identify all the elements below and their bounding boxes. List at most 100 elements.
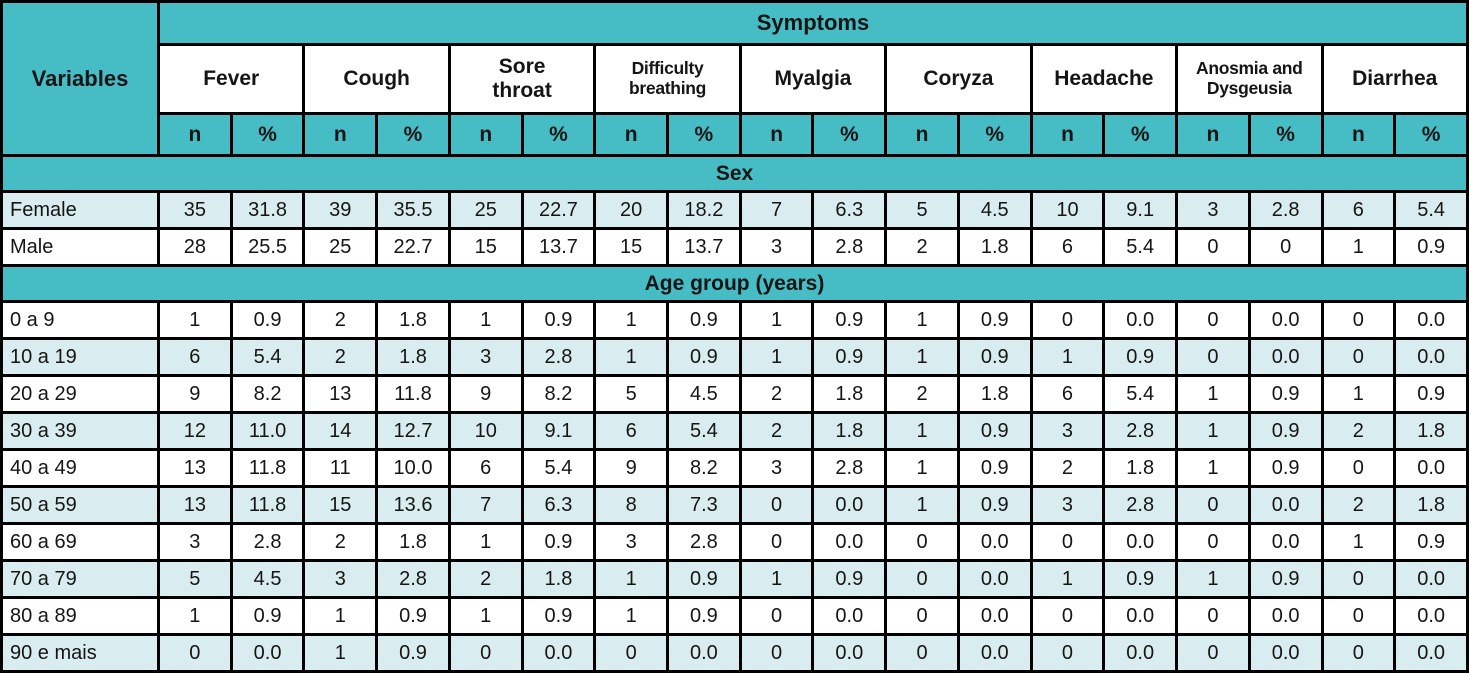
percent-cell: 0.0: [811, 596, 888, 636]
percent-cell: 0.0: [811, 522, 888, 562]
table-row: 30 a 39 12 11.0 14 12.7 10 9.1 6 5.4 2 1.8 1 0.9 3 2.8…: [0, 411, 1469, 451]
count-subheader: n: [1175, 112, 1251, 157]
count-cell: 2: [302, 522, 379, 562]
percent-cell: 0.9: [1102, 337, 1179, 377]
percent-cell: 0.0: [1102, 522, 1179, 562]
percent-cell: 18.2: [666, 190, 742, 230]
percent-cell: 0.0: [1393, 300, 1469, 340]
table-row: 0 a 9 1 0.9 2 1.8 1 0.9 1 0.9 1 0.9 1 0.9 0 0.0 0 0.0 0 0.…: [0, 300, 1469, 340]
count-cell: 9: [447, 374, 524, 414]
table-row: 80 a 89 1 0.9 1 0.9 1 0.9 1 0.9 0 0.0 0 0.0 0 0.0 0 0.0 0…: [0, 596, 1469, 636]
count-cell: 0: [1029, 633, 1106, 673]
row-label: 20 a 29: [0, 374, 160, 414]
percent-cell: 8.2: [666, 448, 742, 488]
percent-cell: 0.9: [956, 411, 1033, 451]
count-cell: 2: [884, 374, 960, 414]
count-cell: 13: [157, 448, 233, 488]
section-header: Age group (years): [0, 264, 1469, 303]
percent-cell: 0.9: [956, 448, 1033, 488]
symptom-column-header: Cough: [302, 43, 451, 115]
percent-cell: 0.9: [520, 596, 597, 636]
table-row: 50 a 59 13 11.8 15 13.6 7 6.3 8 7.3 0 0.0 1 0.9 3 2.8 0…: [0, 485, 1469, 525]
count-cell: 2: [302, 300, 379, 340]
count-cell: 10: [1029, 190, 1106, 230]
percent-cell: 6.3: [811, 190, 888, 230]
percent-cell: 0: [1247, 227, 1324, 267]
count-subheader: n: [1029, 112, 1106, 157]
count-cell: 0: [1320, 559, 1397, 599]
percent-cell: 0.0: [956, 596, 1033, 636]
table-row: Male 28 25.5 25 22.7 15 13.7 15 13.7 3 2.8 2 1.8 6 5.4…: [0, 227, 1469, 267]
percent-cell: 4.5: [666, 374, 742, 414]
count-cell: 1: [1175, 559, 1251, 599]
percent-cell: 0.0: [1393, 596, 1469, 636]
percent-cell: 0.9: [1393, 374, 1469, 414]
symptom-column-header: Fever: [156, 43, 306, 115]
count-cell: 5: [884, 190, 960, 230]
row-label: 50 a 59: [0, 485, 160, 525]
count-cell: 1: [593, 337, 670, 377]
count-subheader: n: [738, 112, 815, 157]
count-cell: 39: [302, 190, 379, 230]
count-cell: 3: [1029, 411, 1106, 451]
percent-cell: 0.9: [666, 559, 742, 599]
count-cell: 6: [1029, 227, 1106, 267]
percent-cell: 0.0: [666, 633, 742, 673]
count-subheader: n: [302, 112, 379, 157]
percent-cell: 0.0: [229, 633, 306, 673]
percent-subheader: %: [229, 112, 306, 157]
count-cell: 0: [447, 633, 524, 673]
count-subheader: n: [1320, 112, 1397, 157]
count-cell: 1: [157, 596, 233, 636]
percent-cell: 13.7: [520, 227, 597, 267]
count-cell: 7: [738, 190, 815, 230]
count-cell: 3: [1175, 190, 1251, 230]
count-cell: 0: [884, 559, 960, 599]
count-cell: 0: [1320, 596, 1397, 636]
percent-cell: 2.8: [811, 227, 888, 267]
count-cell: 2: [738, 411, 815, 451]
percent-cell: 9.1: [1102, 190, 1179, 230]
count-cell: 1: [1320, 227, 1397, 267]
percent-cell: 0.9: [520, 522, 597, 562]
table-row: 20 a 29 9 8.2 13 11.8 9 8.2 5 4.5 2 1.8 2 1.8 6 5.4 1 0.…: [0, 374, 1469, 414]
percent-cell: 1.8: [375, 337, 451, 377]
percent-cell: 1.8: [375, 522, 451, 562]
count-cell: 1: [884, 485, 960, 525]
count-cell: 7: [447, 485, 524, 525]
count-cell: 3: [738, 227, 815, 267]
row-label: 60 a 69: [0, 522, 160, 562]
percent-cell: 2.8: [811, 448, 888, 488]
count-cell: 0: [1320, 633, 1397, 673]
symptom-column-header: Myalgia: [738, 43, 888, 115]
percent-cell: 5.4: [1393, 190, 1469, 230]
percent-subheader: %: [375, 112, 451, 157]
percent-cell: 11.8: [229, 485, 306, 525]
percent-cell: 0.0: [1102, 596, 1179, 636]
percent-cell: 22.7: [375, 227, 451, 267]
count-cell: 0: [1175, 596, 1251, 636]
count-cell: 3: [157, 522, 233, 562]
count-cell: 1: [738, 337, 815, 377]
count-cell: 3: [447, 337, 524, 377]
percent-cell: 12.7: [375, 411, 451, 451]
count-cell: 1: [884, 448, 960, 488]
percent-cell: 0.0: [956, 633, 1033, 673]
percent-cell: 1.8: [520, 559, 597, 599]
count-cell: 0: [1175, 522, 1251, 562]
count-cell: 1: [1029, 559, 1106, 599]
percent-cell: 0.9: [956, 485, 1033, 525]
count-cell: 1: [1175, 411, 1251, 451]
symptom-names-row: Fever Cough Sore throat Difficulty breathin…: [2, 43, 1469, 115]
count-cell: 6: [447, 448, 524, 488]
count-cell: 13: [302, 374, 379, 414]
percent-subheader: %: [811, 112, 888, 157]
count-cell: 0: [1175, 227, 1251, 267]
percent-cell: 4.5: [229, 559, 306, 599]
count-cell: 1: [738, 300, 815, 340]
percent-cell: 5.4: [520, 448, 597, 488]
count-cell: 15: [593, 227, 670, 267]
count-cell: 0: [738, 596, 815, 636]
count-cell: 8: [593, 485, 670, 525]
percent-subheader: %: [1247, 112, 1324, 157]
